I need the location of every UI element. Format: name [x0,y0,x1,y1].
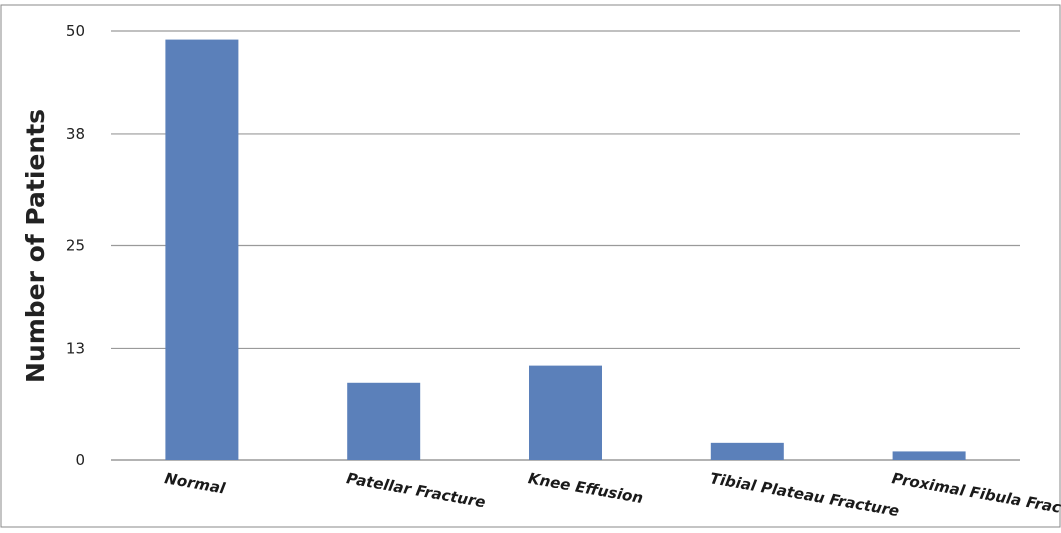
x-tick-label: Normal [163,469,227,497]
x-tick-label: Knee Effusion [527,469,645,507]
x-tick-label: Proximal Fibula Fracture [890,469,1061,523]
bar-normal [165,39,239,461]
y-tick-label: 50 [66,22,85,40]
chart-border [0,4,1061,528]
bar-knee-effusion [529,365,602,460]
x-tick-label: Patellar Fracture [345,469,487,511]
x-tick-label: Tibial Plateau Fracture [709,469,901,520]
y-tick-label: 25 [66,237,85,255]
y-axis-ticks: 0 13 25 38 50 [66,22,85,469]
y-tick-label: 38 [66,125,85,143]
bar-patellar-fracture [347,382,421,460]
x-axis-ticks: Normal Patellar Fracture Knee Effusion Tibi… [163,469,1061,523]
y-tick-label: 13 [66,339,85,357]
bar-proximal-fibula-fracture [892,451,966,460]
y-tick-label: 0 [75,451,85,469]
bars [165,39,966,461]
y-axis-label: Number of Patients [21,109,50,383]
bar-tibial-plateau-fracture [710,442,784,460]
